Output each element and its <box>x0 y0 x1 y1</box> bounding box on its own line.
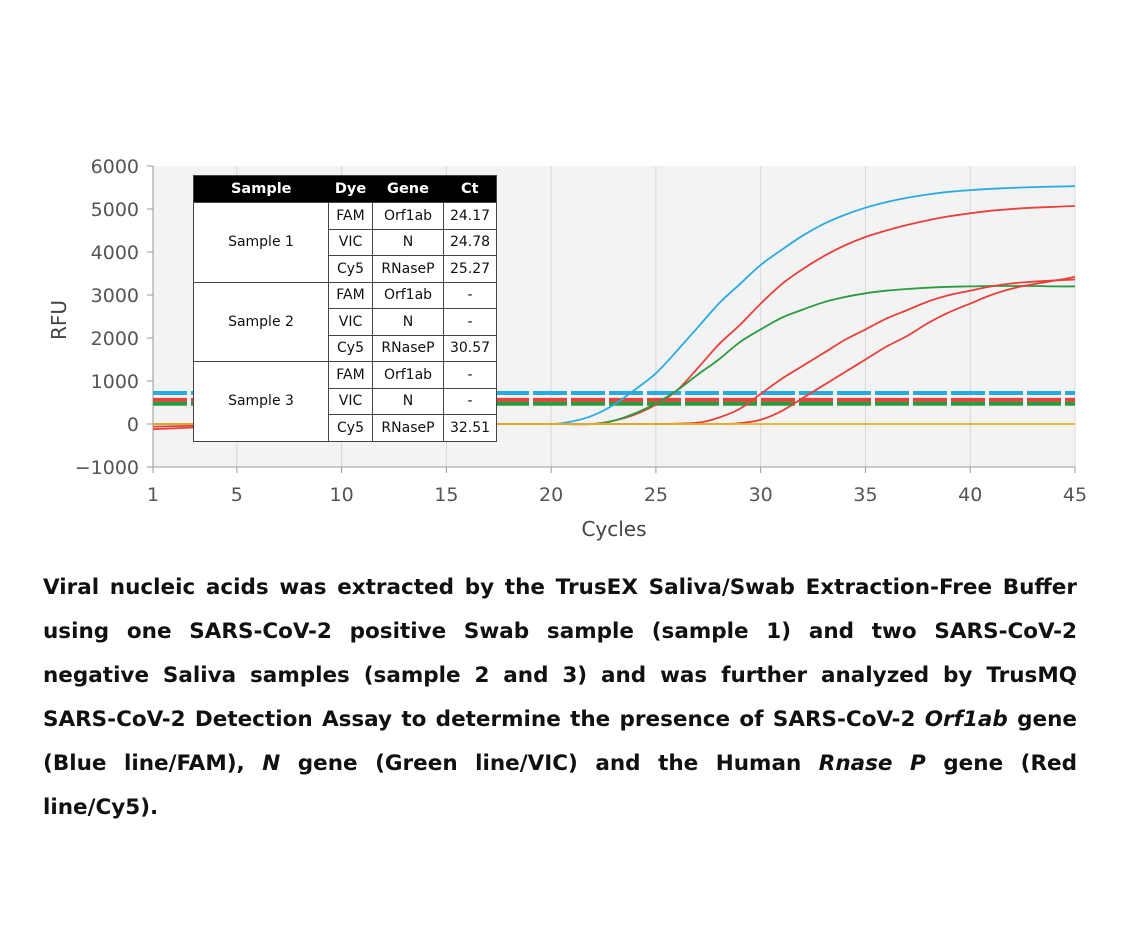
dye-cell: VIC <box>328 387 373 415</box>
ct-cell: - <box>443 308 497 336</box>
x-tick-label: 5 <box>231 484 243 506</box>
dye-cell: FAM <box>328 361 373 389</box>
gene-cell: N <box>372 387 444 415</box>
dye-cell: Cy5 <box>328 414 373 442</box>
y-axis-title: RFU <box>47 300 71 340</box>
caption-text-3: gene (Green line/VIC) and the Human <box>280 751 819 776</box>
axes <box>147 165 1076 473</box>
y-tick-label: 3000 <box>91 285 139 307</box>
gene-cell: N <box>372 228 444 256</box>
caption-text-2: gene (Blue line/FAM), <box>43 707 1077 776</box>
x-tick-label: 35 <box>853 484 877 506</box>
y-tick-label: 6000 <box>91 156 139 178</box>
gene-cell: RNaseP <box>372 334 444 362</box>
ct-cell: 30.57 <box>443 334 497 362</box>
header-dye: Dye <box>328 175 373 203</box>
table-row: Sample 1 FAM Orf1ab 24.17 <box>193 202 497 283</box>
table-row: VIC N - <box>194 308 497 336</box>
x-tick-label: 45 <box>1063 484 1087 506</box>
table-row: Cy5 RNaseP 32.51 <box>194 414 497 442</box>
dye-cell: FAM <box>328 202 373 230</box>
caption-rnase-p: Rnase P <box>818 751 926 776</box>
caption-orf1ab: Orf1ab <box>924 707 1008 732</box>
y-tick-label: 4000 <box>91 242 139 264</box>
x-tick-label: 15 <box>434 484 458 506</box>
ct-cell: 24.17 <box>443 202 497 230</box>
header-sample: Sample <box>193 175 329 203</box>
sample-name-cell: Sample 1 <box>193 202 329 283</box>
sample-name-cell: Sample 2 <box>193 281 329 362</box>
header-gene: Gene <box>372 175 444 203</box>
x-tick-label: 30 <box>749 484 773 506</box>
header-ct: Ct <box>443 175 497 203</box>
caption-text-4: gene (Red line/Cy5). <box>43 751 1078 820</box>
gene-cell: Orf1ab <box>372 281 444 309</box>
gene-cell: Orf1ab <box>372 361 444 389</box>
ct-cell: - <box>443 387 497 415</box>
gene-cell: Orf1ab <box>372 202 444 230</box>
dye-cell: VIC <box>328 308 373 336</box>
ct-results-table: Sample Dye Gene Ct Sample 1 FAM Orf1ab 2… <box>193 175 497 442</box>
caption-text-1: Viral nucleic acids was extracted by the… <box>43 575 1077 732</box>
dye-cell: VIC <box>328 228 373 256</box>
dye-cell: Cy5 <box>328 255 373 283</box>
gene-cell: RNaseP <box>372 255 444 283</box>
y-tick-label: 2000 <box>91 328 139 350</box>
ct-cell: 25.27 <box>443 255 497 283</box>
x-tick-label: 25 <box>644 484 668 506</box>
table-row: Sample 2 FAM Orf1ab - <box>193 281 497 362</box>
dye-cell: FAM <box>328 281 373 309</box>
y-tick-label: −1000 <box>75 457 139 479</box>
x-tick-label: 40 <box>958 484 982 506</box>
x-tick-label: 10 <box>329 484 353 506</box>
ct-cell: - <box>443 281 497 309</box>
table-header-row: Sample Dye Gene Ct <box>193 175 497 203</box>
figure-caption: Viral nucleic acids was extracted by the… <box>43 566 1077 830</box>
table-row: Sample 3 FAM Orf1ab - <box>193 361 497 442</box>
x-axis-title: Cycles <box>581 517 646 541</box>
y-tick-label: 5000 <box>91 199 139 221</box>
table-row: VIC N 24.78 <box>194 228 497 256</box>
dye-cell: Cy5 <box>328 334 373 362</box>
sample-name-cell: Sample 3 <box>193 361 329 442</box>
y-tick-label: 1000 <box>91 371 139 393</box>
x-tick-label: 20 <box>539 484 563 506</box>
caption-n-gene: N <box>262 751 281 776</box>
x-tick-label: 1 <box>147 484 159 506</box>
table-row: VIC N - <box>194 387 497 415</box>
gene-cell: N <box>372 308 444 336</box>
ct-cell: 24.78 <box>443 228 497 256</box>
y-tick-label: 0 <box>127 414 139 436</box>
gene-cell: RNaseP <box>372 414 444 442</box>
ct-cell: - <box>443 361 497 389</box>
table-row: Cy5 RNaseP 25.27 <box>194 255 497 283</box>
ct-cell: 32.51 <box>443 414 497 442</box>
